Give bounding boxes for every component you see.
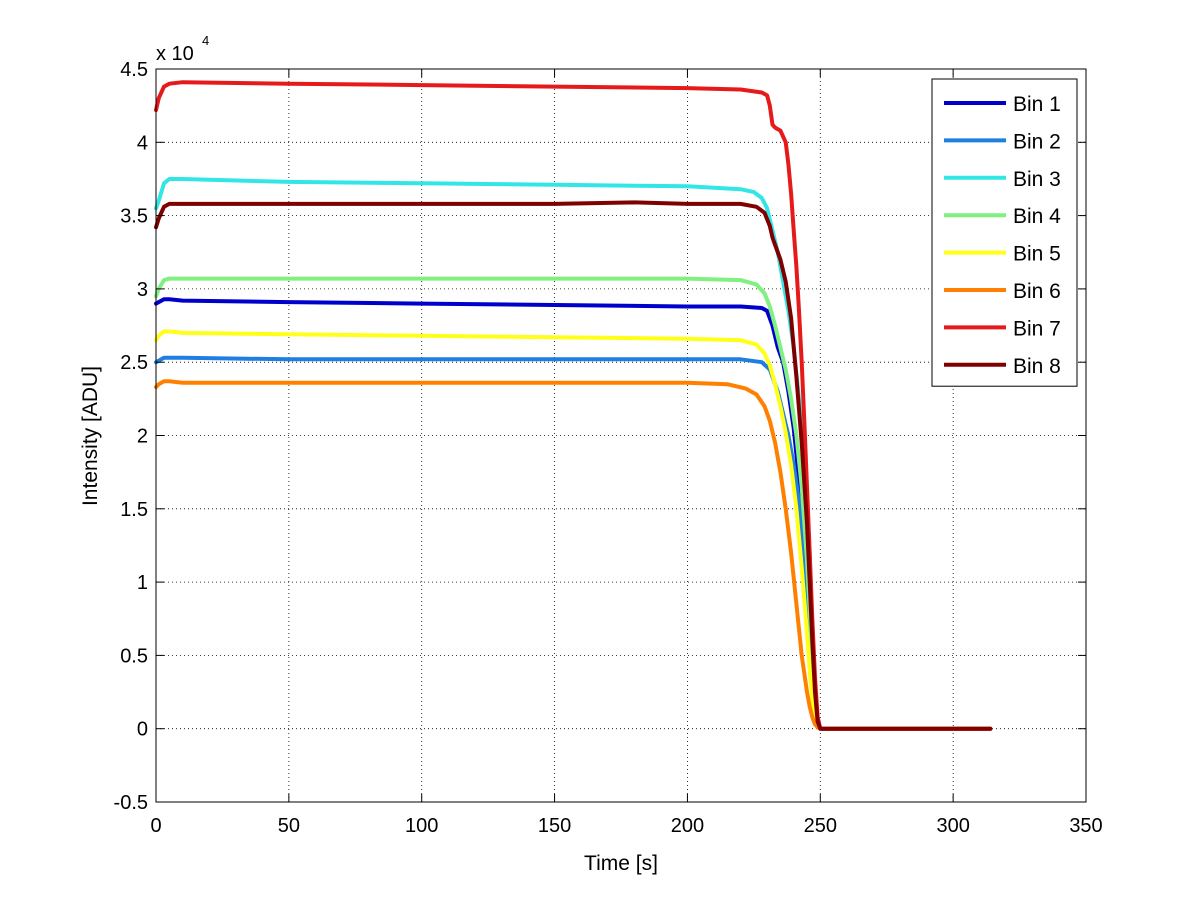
y-tick-label: 1	[137, 572, 148, 594]
legend-label-bin-6: Bin 6	[1013, 280, 1061, 303]
y-tick-label: 4.5	[120, 59, 148, 81]
x-tick-label: 150	[538, 815, 571, 837]
legend-label-bin-2: Bin 2	[1013, 130, 1061, 153]
x-axis-label: Time [s]	[584, 852, 658, 875]
grid	[156, 69, 1086, 802]
y-tick-label: 2	[137, 426, 148, 448]
y-multiplier-base: x 10	[156, 43, 194, 65]
legend-label-bin-4: Bin 4	[1013, 205, 1061, 228]
y-tick-label: 1.5	[120, 499, 148, 521]
legend-box	[931, 78, 1078, 387]
x-axis-ticks: 0 50 100 150 200 250 300 350	[150, 69, 1103, 837]
x-tick-label: 200	[671, 815, 704, 837]
y-tick-label: 4	[137, 132, 148, 154]
series-line-bin-8	[154, 200, 993, 731]
y-tick-label: 3.5	[120, 206, 148, 228]
series-line-bin-6	[154, 379, 993, 731]
x-tick-label: 300	[936, 815, 969, 837]
y-multiplier-exponent: 4	[202, 33, 209, 48]
legend-label-bin-1: Bin 1	[1013, 93, 1061, 116]
y-axis-ticks: -0.5 0 0.5 1 1.5 2 2.5 3 3.5 4 4.5	[114, 59, 1086, 814]
legend-label-bin-7: Bin 7	[1013, 317, 1061, 340]
y-tick-label: -0.5	[114, 792, 148, 814]
legend-label-bin-8: Bin 8	[1013, 355, 1061, 378]
y-axis-label: Intensity [ADU]	[79, 366, 102, 506]
legend-label-bin-3: Bin 3	[1013, 168, 1061, 191]
series-lines	[154, 80, 993, 731]
x-tick-label: 350	[1069, 815, 1102, 837]
y-tick-label: 3	[137, 279, 148, 301]
y-tick-label: 0.5	[120, 645, 148, 667]
legend-label-bin-5: Bin 5	[1013, 243, 1061, 266]
x-tick-label: 250	[804, 815, 837, 837]
y-tick-label: 0	[137, 719, 148, 741]
x-tick-label: 100	[405, 815, 438, 837]
x-tick-label: 0	[150, 815, 161, 837]
legend: Bin 1 Bin 2 Bin 3 Bin 4 Bin 5 Bin 6 Bin 7 Bin 8	[931, 78, 1078, 387]
x-tick-label: 50	[278, 815, 300, 837]
series-line-bin-5	[154, 329, 993, 731]
y-tick-label: 2.5	[120, 352, 148, 374]
